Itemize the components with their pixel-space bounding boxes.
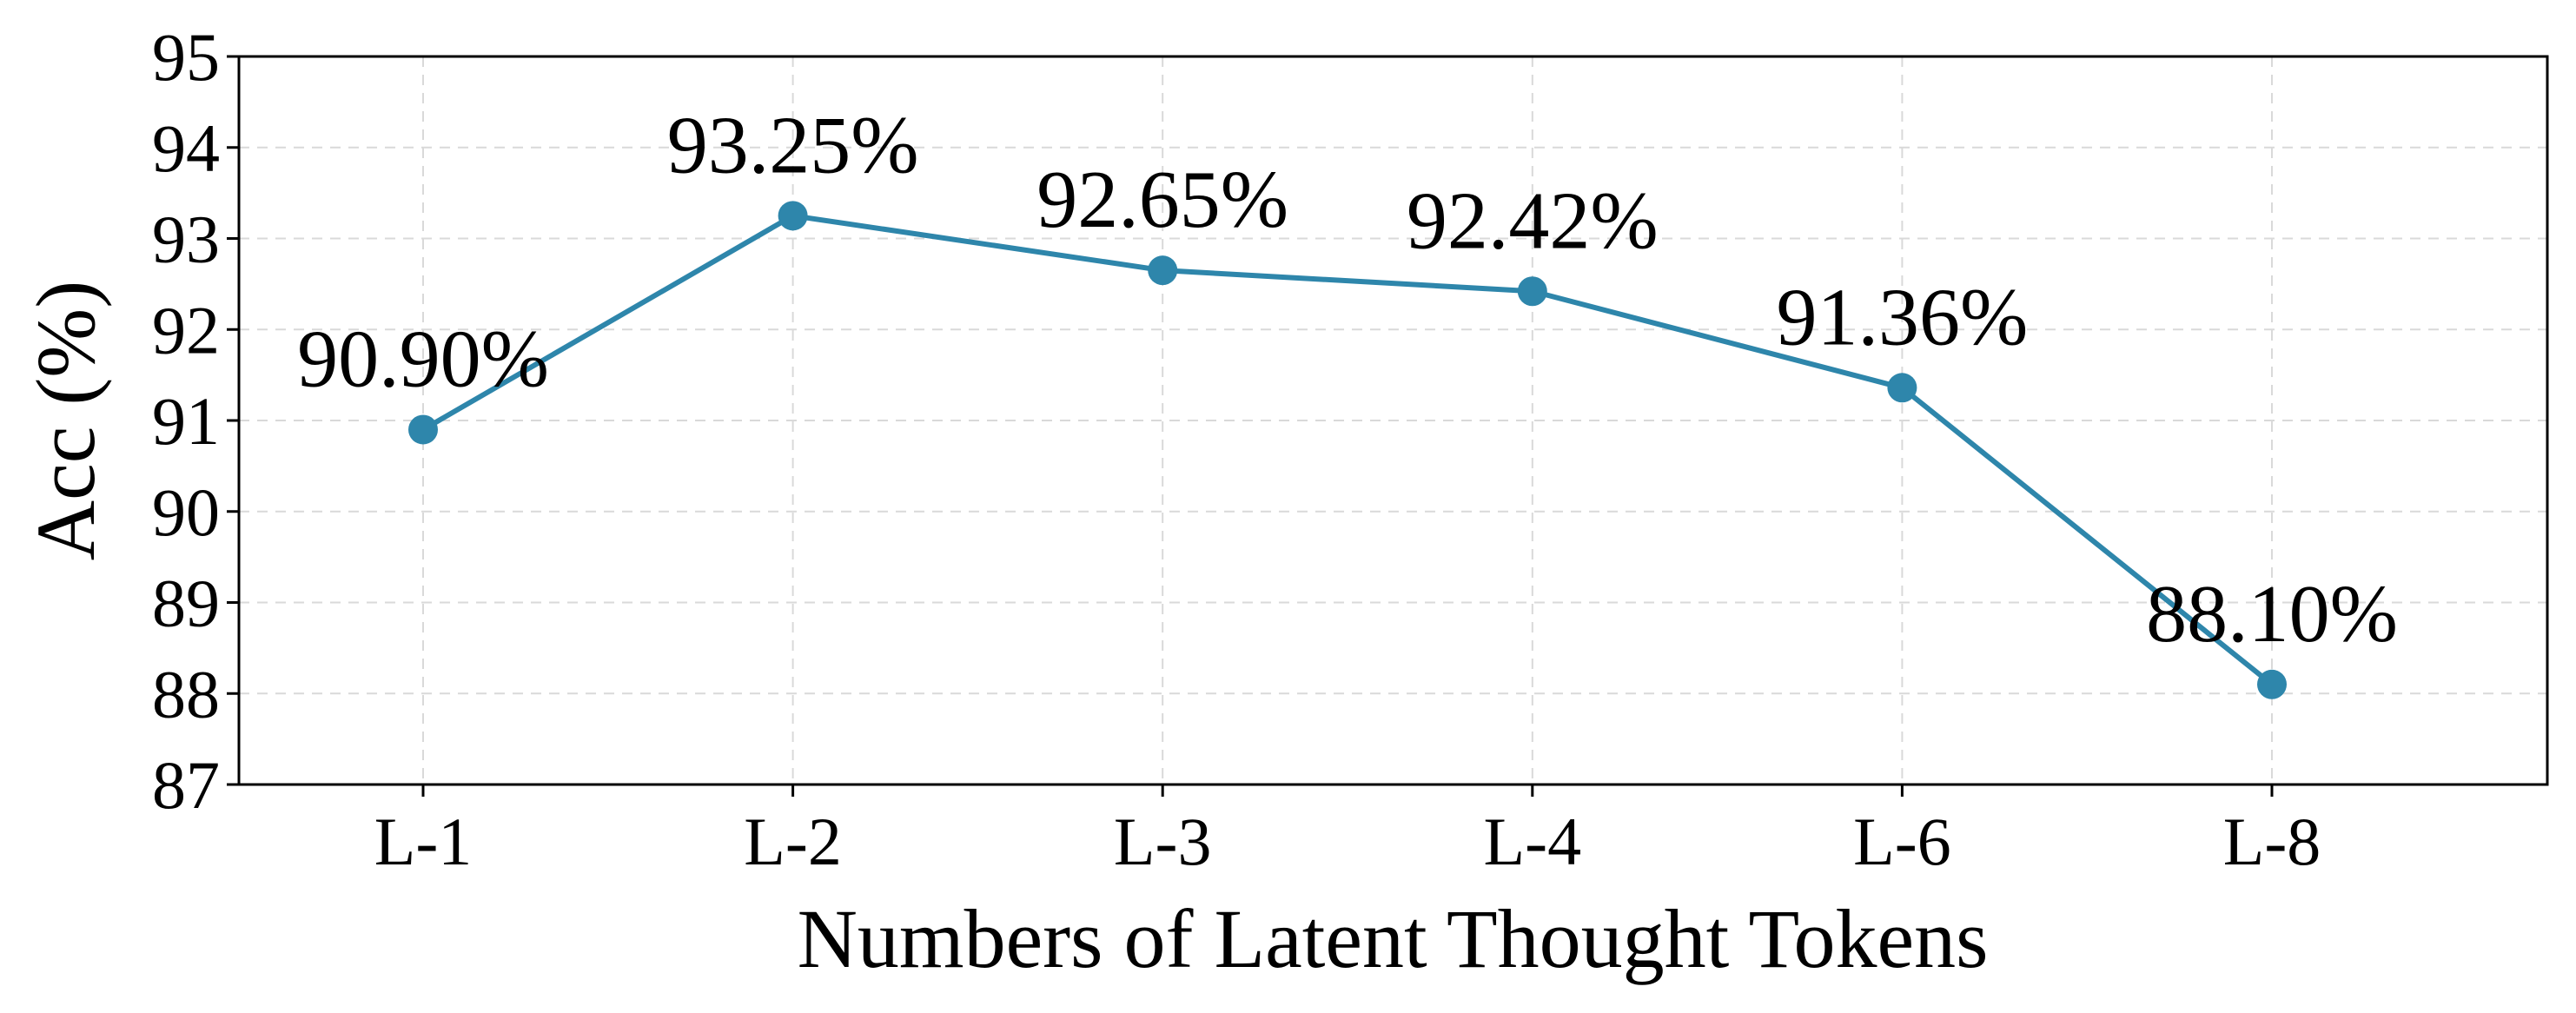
data-labels: 90.90% 93.25% 92.65% 92.42% 91.36% 88.10% xyxy=(297,100,2398,659)
data-point xyxy=(2257,669,2287,699)
data-point xyxy=(1517,276,1547,307)
series-line xyxy=(421,213,2274,687)
x-tick-label: L-4 xyxy=(1483,804,1581,879)
data-point xyxy=(778,201,808,231)
grid-lines xyxy=(239,56,2547,785)
y-tick-label: 90 xyxy=(152,474,220,550)
x-tick-label: L-8 xyxy=(2223,804,2321,879)
y-tick-label: 87 xyxy=(152,747,220,823)
data-point xyxy=(1887,373,1917,403)
y-tick-label: 93 xyxy=(152,202,220,277)
data-label: 92.42% xyxy=(1407,175,1659,266)
x-tick-label: L-2 xyxy=(744,804,842,879)
y-tick-label: 94 xyxy=(152,110,220,186)
data-point xyxy=(1148,255,1178,286)
x-axis: L-1 L-2 L-3 L-4 L-6 L-8 xyxy=(374,785,2321,879)
data-label: 93.25% xyxy=(667,100,919,190)
data-label: 91.36% xyxy=(1776,272,2028,362)
x-tick-label: L-1 xyxy=(374,804,473,879)
data-point xyxy=(408,414,438,445)
y-tick-label: 89 xyxy=(152,566,220,641)
data-label: 92.65% xyxy=(1036,155,1288,245)
x-tick-label: L-6 xyxy=(1853,804,1951,879)
data-label: 90.90% xyxy=(297,314,549,404)
y-axis: 87 88 89 90 91 92 93 94 95 xyxy=(152,19,239,823)
y-axis-label: Acc (%) xyxy=(19,281,112,560)
y-tick-label: 92 xyxy=(152,292,220,367)
y-tick-label: 88 xyxy=(152,656,220,732)
y-tick-label: 95 xyxy=(152,19,220,95)
x-tick-label: L-3 xyxy=(1114,804,1212,879)
data-label: 88.10% xyxy=(2146,569,2398,659)
y-tick-label: 91 xyxy=(152,383,220,459)
plot-frame xyxy=(237,55,2549,786)
data-series xyxy=(408,201,2287,699)
x-axis-label: Numbers of Latent Thought Tokens xyxy=(798,892,1989,985)
